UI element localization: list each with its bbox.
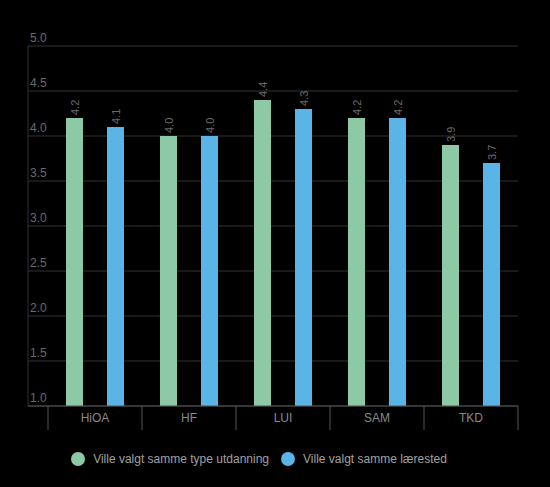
html-text:Ville valgt samme lærested: Ville valgt samme lærested	[303, 452, 447, 466]
svg-text:TKD: TKD	[459, 411, 483, 425]
svg-text:4.5: 4.5	[30, 76, 47, 90]
svg-text:4.2: 4.2	[351, 100, 363, 115]
svg-text:LUI: LUI	[274, 411, 293, 425]
svg-text:5.0: 5.0	[30, 31, 47, 45]
svg-text:2.5: 2.5	[30, 256, 47, 270]
svg-text:4.3: 4.3	[298, 91, 310, 106]
svg-text:4.0: 4.0	[163, 118, 175, 133]
html-text:Ville valgt samme type utdanni: Ville valgt samme type utdanning	[93, 452, 269, 466]
svg-text:3.9: 3.9	[445, 127, 457, 142]
svg-text:SAM: SAM	[364, 411, 390, 425]
svg-text:1.5: 1.5	[30, 346, 47, 360]
svg-text:3.0: 3.0	[30, 211, 47, 225]
svg-text:4.0: 4.0	[30, 121, 47, 135]
svg-text:3.7: 3.7	[486, 145, 498, 160]
svg-text:2.0: 2.0	[30, 301, 47, 315]
svg-text:HF: HF	[181, 411, 197, 425]
svg-text:4.0: 4.0	[204, 118, 216, 133]
svg-text:4.4: 4.4	[257, 82, 269, 97]
svg-text:HiOA: HiOA	[81, 411, 110, 425]
svg-text:1.0: 1.0	[30, 391, 47, 405]
svg-text:3.5: 3.5	[30, 166, 47, 180]
svg-text:4.1: 4.1	[110, 109, 122, 124]
svg-text:4.2: 4.2	[69, 100, 81, 115]
svg-text:4.2: 4.2	[392, 100, 404, 115]
